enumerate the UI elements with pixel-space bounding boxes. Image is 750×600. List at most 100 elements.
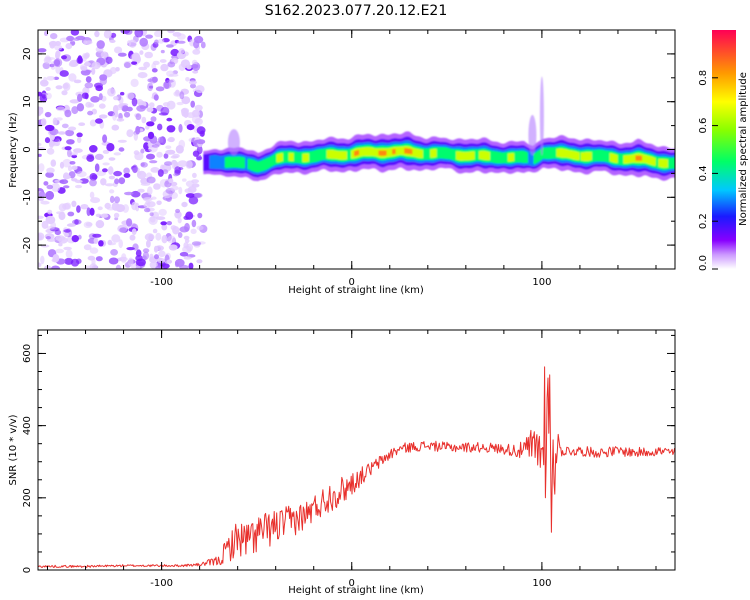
noise-blob bbox=[85, 101, 92, 108]
noise-blob bbox=[46, 226, 55, 230]
noise-blob bbox=[76, 171, 87, 178]
ridge-cell bbox=[449, 148, 452, 160]
ridge-cell bbox=[440, 147, 443, 159]
ridge-cell bbox=[460, 151, 463, 161]
noise-blob bbox=[84, 265, 95, 269]
ridge-cell bbox=[357, 150, 360, 156]
noise-blob bbox=[120, 30, 130, 34]
ridge-cell bbox=[468, 151, 471, 161]
ridge-cell bbox=[335, 150, 338, 159]
noise-blob bbox=[40, 200, 50, 205]
ridge-cell bbox=[594, 149, 597, 162]
noise-blob bbox=[108, 157, 116, 161]
noise-blob bbox=[63, 185, 70, 189]
ridge-cell bbox=[509, 153, 512, 162]
noise-blob bbox=[146, 239, 151, 248]
ridge-cell bbox=[436, 146, 439, 159]
ridge-cell bbox=[513, 151, 516, 163]
noise-blob bbox=[185, 160, 193, 169]
ridge-cell bbox=[640, 155, 643, 161]
noise-blob bbox=[170, 48, 180, 57]
noise-blob bbox=[154, 254, 159, 260]
colorbar: 0.0 0.2 0.4 0.6 0.8 Normalized spectral ampl… bbox=[698, 30, 749, 271]
noise-blob bbox=[174, 258, 185, 267]
ridge-cell bbox=[413, 148, 416, 157]
noise-blob bbox=[64, 232, 69, 238]
noise-blob bbox=[185, 193, 195, 198]
noise-blob bbox=[178, 186, 183, 195]
ridge-cell bbox=[411, 147, 414, 157]
noise-blob bbox=[95, 213, 102, 218]
noise-blob bbox=[120, 91, 125, 96]
noise-blob bbox=[192, 150, 200, 157]
noise-blob bbox=[149, 253, 154, 260]
noise-blob bbox=[113, 152, 122, 156]
noise-blob bbox=[114, 178, 120, 185]
ridge-cell bbox=[375, 148, 378, 157]
noise-blob bbox=[77, 93, 83, 102]
noise-blob bbox=[126, 92, 135, 100]
ridge-cell bbox=[308, 151, 311, 164]
ridge-cell bbox=[258, 161, 261, 172]
noise-blob bbox=[118, 177, 126, 185]
noise-blob bbox=[93, 237, 99, 244]
ridge-cell bbox=[317, 149, 320, 162]
noise-blob bbox=[67, 149, 72, 158]
ridge-cell bbox=[302, 153, 305, 162]
ridge-cell bbox=[632, 154, 635, 163]
ridge-cell bbox=[215, 155, 218, 169]
ridge-cell bbox=[586, 152, 589, 161]
ridge-cell bbox=[605, 150, 608, 162]
noise-blob bbox=[38, 163, 45, 172]
noise-blob bbox=[161, 235, 168, 244]
ridge-cell bbox=[542, 147, 545, 159]
noise-blob bbox=[134, 152, 144, 161]
noise-blob bbox=[96, 40, 105, 49]
ridge-cell bbox=[550, 147, 553, 159]
noise-blob bbox=[123, 167, 130, 175]
noise-blob bbox=[91, 257, 96, 266]
ridge-cell bbox=[516, 150, 519, 163]
noise-blob bbox=[150, 116, 157, 122]
noise-blob bbox=[115, 264, 122, 269]
ridge-cell bbox=[338, 151, 341, 160]
noise-blob bbox=[45, 215, 56, 225]
ridge-cell bbox=[545, 147, 548, 159]
ridge-cell bbox=[378, 150, 381, 156]
noise-blob bbox=[184, 188, 192, 193]
ridge-cell bbox=[238, 156, 241, 168]
spectrogram-xtick-label: -100 bbox=[150, 277, 173, 288]
ridge-cell bbox=[223, 155, 226, 170]
noise-blob bbox=[51, 182, 61, 192]
ridge-cell bbox=[341, 151, 344, 160]
noise-blob bbox=[156, 200, 162, 206]
noise-blob bbox=[38, 191, 46, 198]
ridge-cell bbox=[293, 151, 296, 163]
noise-blob bbox=[188, 80, 197, 85]
ridge-cell bbox=[297, 152, 300, 164]
noise-blob bbox=[130, 53, 140, 62]
noise-blob bbox=[86, 154, 95, 162]
noise-blob bbox=[65, 249, 73, 259]
ridge-cell bbox=[573, 151, 576, 160]
ridge-cell bbox=[656, 156, 659, 169]
noise-blob bbox=[149, 261, 158, 269]
noise-blob bbox=[157, 123, 163, 131]
ridge-cell bbox=[381, 150, 384, 156]
noise-blob bbox=[186, 124, 195, 131]
ridge-cell bbox=[478, 151, 481, 160]
noise-blob bbox=[38, 106, 44, 115]
noise-blob bbox=[87, 110, 94, 116]
noise-blob bbox=[94, 153, 104, 160]
ridge-cell bbox=[352, 149, 355, 159]
noise-blob bbox=[80, 66, 88, 71]
noise-blob bbox=[199, 130, 205, 137]
noise-blob bbox=[98, 240, 104, 247]
noise-blob bbox=[100, 51, 108, 58]
noise-blob bbox=[183, 235, 190, 240]
noise-blob bbox=[108, 175, 115, 180]
noise-blob bbox=[74, 179, 83, 184]
ridge-cell bbox=[559, 148, 562, 158]
noise-blob bbox=[191, 179, 200, 184]
noise-blob bbox=[190, 83, 196, 89]
